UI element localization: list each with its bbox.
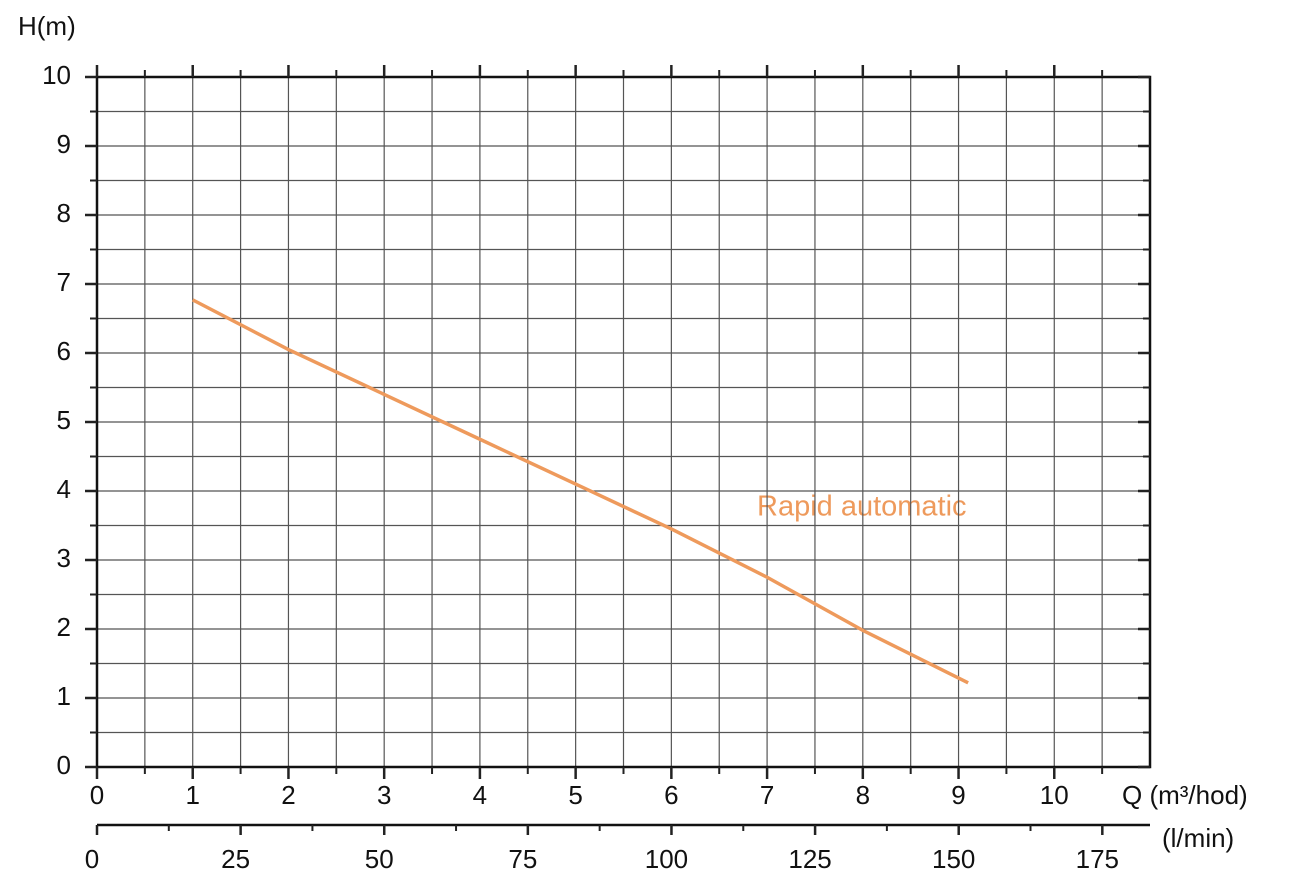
y-tick-label: 7	[57, 267, 71, 297]
series-line	[191, 298, 969, 685]
x-tick-label: 10	[1040, 780, 1069, 810]
x-tick-label: 9	[951, 780, 965, 810]
x-tick-label: 6	[664, 780, 678, 810]
x2-axis-label: (l/min)	[1162, 823, 1234, 853]
y-tick-label: 0	[57, 750, 71, 780]
y-tick-label: 9	[57, 129, 71, 159]
y-tick-label: 10	[42, 60, 71, 90]
x-tick-label: 0	[90, 780, 104, 810]
x-tick-label: 2	[281, 780, 295, 810]
y-tick-label: 1	[57, 681, 71, 711]
x2-tick-label: 50	[365, 844, 394, 874]
x2-tick-label: 175	[1076, 844, 1119, 874]
x-tick-label: 3	[377, 780, 391, 810]
x2-tick-label: 0	[85, 844, 99, 874]
y-tick-label: 3	[57, 543, 71, 573]
annotation: Rapid automatic	[757, 491, 967, 523]
x-tick-label: 1	[185, 780, 199, 810]
y-axis-label: H(m)	[18, 11, 76, 41]
y-tick-label: 8	[57, 198, 71, 228]
x2-tick-label: 150	[932, 844, 975, 874]
x2-tick-label: 75	[508, 844, 537, 874]
x-tick-label: 7	[760, 780, 774, 810]
y-tick-label: 5	[57, 405, 71, 435]
x2-tick-label: 125	[788, 844, 831, 874]
y-tick-label: 6	[57, 336, 71, 366]
x-tick-label: 8	[856, 780, 870, 810]
x-axis-label: Q (m³/hod)	[1122, 780, 1248, 810]
y-tick-label: 2	[57, 612, 71, 642]
y-tick-label: 4	[57, 474, 71, 504]
x-tick-label: 4	[473, 780, 487, 810]
x2-tick-label: 25	[221, 844, 250, 874]
x-tick-label: 5	[568, 780, 582, 810]
x2-tick-label: 100	[645, 844, 688, 874]
